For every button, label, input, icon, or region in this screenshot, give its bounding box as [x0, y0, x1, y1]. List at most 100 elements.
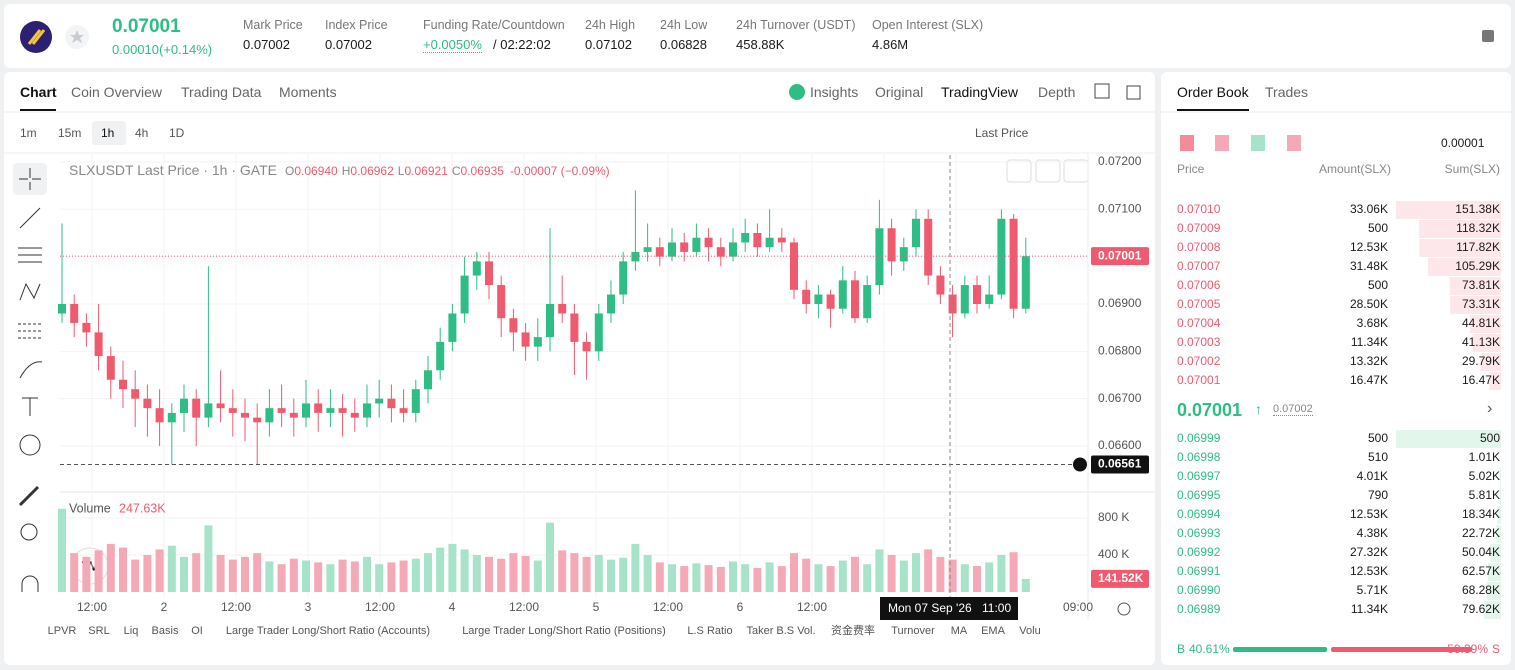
price-change: 0.00010(+0.14%) [112, 42, 213, 57]
ob-tab[interactable]: Trades [1265, 84, 1309, 100]
indicator[interactable]: LPVR [48, 625, 77, 637]
chart-tab[interactable]: Trading Data [181, 84, 262, 100]
ob-price: 0.06990 [1177, 583, 1221, 597]
ob-price: 0.07003 [1177, 335, 1221, 349]
ob-layout[interactable] [1215, 135, 1229, 151]
emoji-tool[interactable] [19, 434, 41, 456]
order-book-panel [1161, 72, 1511, 665]
ob-amount: 13.32K [1349, 354, 1388, 368]
candle-body [155, 408, 164, 423]
volume-bar [716, 567, 725, 592]
candle-body [887, 228, 896, 262]
ob-mark: 0.07002 [1273, 403, 1313, 416]
price-source[interactable]: Last Price [975, 126, 1029, 140]
volume-bar [143, 555, 152, 592]
settings-icon[interactable] [1117, 602, 1131, 616]
interval[interactable]: 1m [20, 126, 37, 140]
depth-bar [1480, 353, 1501, 371]
ob-sum: 118.32K [1456, 221, 1500, 235]
depth-bar [1486, 582, 1501, 600]
indicator[interactable]: EMA [981, 625, 1006, 637]
interval-active [92, 121, 126, 145]
x-tick-label: 12:00 [77, 600, 107, 614]
stat-label: 24h Turnover (USDT) [736, 18, 856, 32]
tool-active[interactable] [13, 163, 47, 195]
indicator[interactable]: 资金费率 [831, 623, 875, 637]
depth-bar [1427, 258, 1501, 276]
volume-bar [277, 564, 286, 592]
candle-body [704, 237, 713, 248]
view-tab[interactable]: TradingView [941, 84, 1019, 100]
reset-btn[interactable] [1063, 159, 1089, 183]
interval[interactable]: 15m [58, 126, 82, 140]
ob-sum: 73.81K [1461, 278, 1500, 292]
zoom-tool[interactable] [20, 523, 38, 541]
indicator[interactable]: Volu [1019, 625, 1040, 637]
indicator[interactable]: Large Trader Long/Short Ratio (Positions… [462, 625, 666, 637]
ob-tab[interactable]: Order Book [1177, 84, 1249, 100]
buy-key: B [1177, 642, 1186, 656]
ob-amount: 27.32K [1349, 545, 1388, 559]
line-tool[interactable] [19, 207, 41, 229]
chart-tab[interactable]: Moments [279, 84, 337, 100]
indicator[interactable]: Liq [124, 625, 139, 637]
ob-layout[interactable] [1251, 135, 1265, 151]
indicator[interactable]: Basis [152, 625, 179, 637]
y-tick-label: 0.06700 [1098, 391, 1142, 405]
precision[interactable]: 0.00001 [1441, 136, 1485, 150]
depth-bar [1497, 506, 1501, 524]
chart-tab[interactable]: Coin Overview [71, 84, 163, 100]
indicator[interactable]: Large Trader Long/Short Ratio (Accounts) [226, 625, 430, 637]
ob-layout[interactable] [1180, 135, 1194, 151]
volume-bar [582, 556, 591, 592]
indicator[interactable]: L.S Ratio [687, 625, 732, 637]
ruler-tool[interactable] [18, 485, 40, 507]
view-tab[interactable]: Insights [810, 84, 859, 100]
pattern-tool[interactable] [19, 282, 41, 301]
scroll-btn[interactable] [1006, 159, 1032, 183]
brush-tool[interactable] [19, 361, 43, 379]
ob-layout[interactable] [1287, 135, 1301, 151]
stat-label: 24h High [585, 18, 636, 32]
volume-bar [509, 553, 518, 592]
doc-icon[interactable] [1482, 30, 1494, 42]
indicator[interactable]: Taker B.S Vol. [746, 625, 815, 637]
candle-body [375, 398, 384, 404]
indicator[interactable]: OI [191, 625, 203, 637]
indicator[interactable]: MA [951, 625, 968, 637]
volume-bar [228, 559, 237, 592]
view-tab[interactable]: Original [875, 84, 924, 100]
stat-value: 0.07002 [325, 37, 372, 52]
chart-tab[interactable]: Chart [20, 84, 57, 100]
ob-amount: 12.53K [1349, 507, 1388, 521]
ob-sum: 105.29K [1455, 259, 1500, 273]
volume-bar [777, 566, 786, 592]
candle-body [960, 285, 969, 314]
candle-body [912, 218, 920, 248]
ob-sum: 117.82K [1456, 240, 1500, 254]
channel-tool[interactable] [18, 247, 42, 263]
volume-bar [387, 562, 396, 592]
fib-tool[interactable] [18, 323, 42, 339]
volume-bar [314, 562, 323, 592]
window-icon[interactable] [1126, 85, 1141, 100]
depth-bar [1396, 201, 1501, 219]
view-tab[interactable]: Depth [1038, 84, 1076, 100]
indicator[interactable]: Turnover [891, 625, 935, 637]
interval[interactable]: 1D [169, 126, 185, 140]
indicator[interactable]: SRL [88, 625, 109, 637]
interval[interactable]: 1h [101, 126, 115, 140]
text-tool[interactable] [22, 397, 38, 416]
volume-bar [838, 560, 847, 592]
candle-body [607, 294, 615, 314]
volume-bar [558, 550, 567, 592]
interval[interactable]: 4h [135, 126, 149, 140]
collapse-btn[interactable] [1035, 159, 1061, 183]
ob-amount: 4.01K [1356, 469, 1388, 483]
candle-body [692, 237, 701, 252]
fullscreen[interactable] [1094, 83, 1110, 99]
depth-bar [1449, 277, 1501, 295]
vol-tick-label: 400 K [1098, 547, 1129, 561]
candle-body [119, 379, 127, 390]
magnet-tool[interactable] [21, 575, 39, 592]
